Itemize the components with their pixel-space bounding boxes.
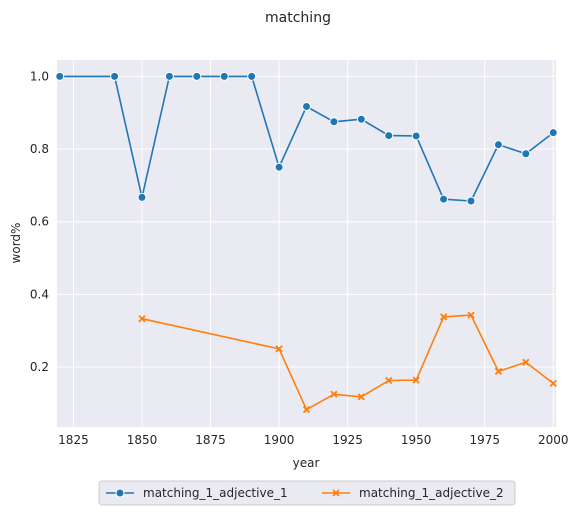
y-axis-label: word%	[9, 223, 23, 264]
series-1-point	[192, 71, 202, 81]
series-1-point	[302, 102, 311, 112]
series-1-point	[219, 71, 229, 81]
series-1-point	[548, 128, 558, 138]
series-2-point-stroke	[302, 405, 311, 414]
legend-marker	[115, 488, 125, 498]
x-tick-label: 1975	[469, 433, 500, 447]
plot-area	[57, 60, 556, 427]
series-2-point-stroke	[467, 311, 475, 319]
series-1-point	[384, 131, 394, 141]
y-tick-label: 0.2	[30, 360, 49, 374]
x-tick-label: 2000	[538, 433, 569, 447]
series-2-point	[522, 358, 530, 366]
y-tick-label: 0.4	[30, 287, 49, 301]
series-1-point	[439, 194, 449, 204]
x-tick-label: 1850	[127, 433, 158, 447]
series-2-point	[467, 311, 475, 319]
series-2-point	[330, 390, 338, 398]
series-1-point	[274, 162, 284, 172]
x-axis-label: year	[293, 456, 320, 470]
series-1	[55, 71, 558, 206]
x-tick-label: 1900	[264, 433, 295, 447]
series-2-point-stroke	[385, 376, 393, 385]
chart-title: matching	[265, 10, 331, 26]
legend-marker-stroke	[332, 489, 340, 497]
series-2-point	[439, 313, 448, 321]
legend: matching_1_adjective_1 matching_1_adjecti…	[98, 480, 516, 506]
y-tick-label: 0.8	[30, 142, 49, 156]
legend-marker	[332, 489, 340, 497]
x-tick-label: 1875	[195, 433, 226, 447]
series-2-point-stroke	[439, 313, 448, 321]
series-1-point	[247, 71, 257, 81]
series-1-point	[356, 114, 366, 124]
series-2-point-stroke	[138, 315, 146, 323]
series-2	[138, 311, 557, 414]
series-1-point	[55, 71, 65, 81]
series-1-point	[110, 71, 120, 81]
series-2-point-stroke	[357, 393, 365, 401]
y-tick-label: 1.0	[30, 69, 49, 83]
grid	[57, 60, 556, 427]
series-2-point	[494, 367, 503, 376]
series-2-point	[302, 405, 311, 414]
x-tick-label: 1825	[58, 433, 89, 447]
series-2-point	[138, 315, 146, 323]
series-2-point-stroke	[412, 376, 420, 384]
series-2-point	[357, 393, 365, 401]
series	[55, 71, 558, 414]
series-1-point	[329, 117, 339, 127]
series-1-line	[59, 75, 554, 202]
series-1-point	[493, 140, 503, 150]
series-2-point-stroke	[494, 367, 503, 376]
series-2-point	[412, 376, 420, 384]
y-tick-label: 0.6	[30, 215, 49, 229]
x-tick-label: 1925	[332, 433, 363, 447]
legend-label: matching_1_adjective_2	[359, 486, 504, 500]
series-1-point	[164, 71, 174, 81]
series-2-point-stroke	[522, 358, 530, 366]
series-2-point-stroke	[275, 345, 283, 353]
legend-box	[98, 480, 516, 506]
series-2-point-stroke	[549, 379, 557, 388]
series-2-point	[385, 376, 393, 385]
series-2-point	[275, 345, 283, 353]
x-tick-label: 1950	[401, 433, 432, 447]
series-1-point	[411, 131, 421, 141]
series-2-line	[141, 314, 554, 411]
series-1-point	[466, 196, 476, 206]
series-1-point	[521, 149, 531, 159]
legend-label: matching_1_adjective_1	[143, 486, 288, 500]
series-1-point	[137, 192, 147, 202]
series-2-point-stroke	[330, 390, 338, 398]
tick-labels: 1825 1850 1875 1900 1925 1950 1975 2000 0.2 0.4 0.…	[30, 69, 569, 447]
series-2-point	[549, 379, 557, 388]
